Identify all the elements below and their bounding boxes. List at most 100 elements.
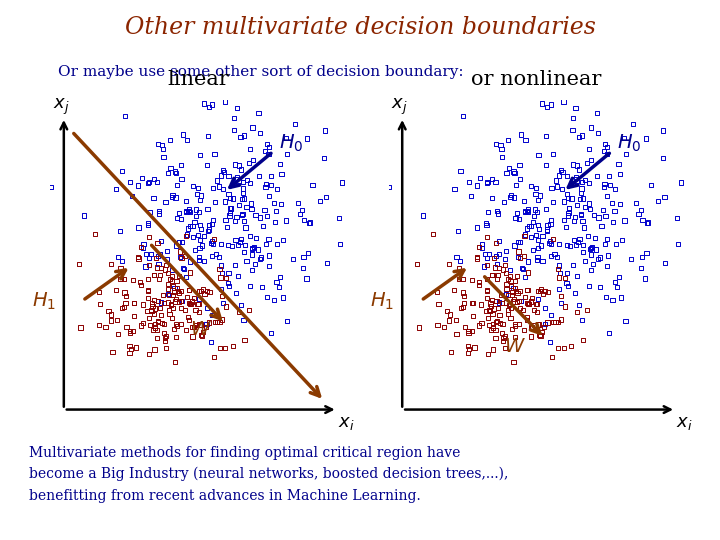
Point	[476, 240, 487, 248]
Point	[544, 237, 556, 246]
Point	[280, 134, 292, 143]
Point	[192, 300, 203, 308]
Point	[503, 275, 514, 284]
Point	[581, 158, 593, 167]
Point	[633, 210, 644, 219]
Point	[520, 136, 531, 144]
Point	[507, 287, 518, 296]
Point	[152, 239, 163, 248]
Point	[351, 116, 363, 124]
Point	[499, 332, 510, 340]
Point	[179, 265, 190, 274]
Point	[225, 209, 236, 218]
Point	[238, 184, 249, 193]
Point	[561, 241, 572, 249]
Point	[180, 326, 192, 334]
Point	[491, 275, 503, 284]
Point	[271, 185, 282, 193]
Point	[636, 253, 648, 262]
Point	[143, 294, 154, 302]
Point	[534, 320, 545, 329]
Point	[294, 210, 306, 219]
Point	[600, 293, 611, 301]
Point	[235, 234, 247, 243]
Point	[143, 274, 154, 283]
Point	[502, 309, 513, 318]
Point	[473, 243, 485, 252]
Point	[213, 182, 225, 191]
Point	[502, 306, 513, 315]
Point	[555, 315, 567, 324]
Point	[132, 223, 144, 232]
Point	[214, 343, 225, 352]
Point	[636, 216, 648, 225]
Point	[575, 211, 586, 220]
Point	[484, 306, 495, 314]
Point	[452, 226, 464, 235]
Point	[184, 208, 196, 217]
Point	[504, 299, 516, 308]
Point	[592, 171, 603, 180]
Point	[509, 321, 521, 330]
Point	[190, 211, 202, 220]
Point	[220, 197, 231, 206]
Point	[263, 234, 274, 243]
Point	[526, 294, 538, 302]
Point	[490, 318, 502, 326]
Point	[148, 310, 160, 319]
Point	[482, 178, 493, 186]
Point	[203, 102, 215, 111]
Point	[466, 327, 477, 335]
Point	[229, 261, 240, 269]
Point	[496, 152, 508, 161]
Point	[503, 301, 515, 309]
Point	[261, 240, 272, 249]
Point	[125, 327, 136, 335]
Point	[541, 318, 553, 327]
Point	[127, 192, 138, 200]
Point	[531, 208, 543, 217]
Point	[585, 266, 597, 275]
Point	[508, 357, 519, 366]
Point	[444, 310, 456, 319]
Point	[266, 181, 277, 190]
Point	[215, 285, 227, 294]
Point	[487, 295, 498, 304]
Point	[484, 249, 495, 258]
Point	[537, 256, 549, 265]
Point	[201, 320, 212, 328]
Point	[585, 245, 596, 253]
Point	[490, 334, 501, 342]
Point	[471, 254, 482, 263]
Point	[493, 237, 505, 245]
Point	[593, 213, 604, 222]
Point	[462, 341, 474, 350]
Point	[544, 338, 555, 347]
Point	[438, 322, 450, 331]
Point	[608, 206, 620, 215]
Point	[222, 172, 234, 180]
Point	[166, 299, 177, 308]
Point	[100, 322, 112, 331]
Point	[191, 205, 202, 214]
Point	[570, 241, 582, 249]
Point	[181, 232, 192, 240]
Point	[675, 178, 687, 187]
Point	[138, 244, 149, 253]
Point	[183, 224, 194, 233]
Point	[261, 140, 273, 149]
Point	[498, 265, 509, 274]
Point	[498, 198, 510, 206]
Point	[453, 275, 464, 284]
Point	[587, 242, 598, 251]
Point	[247, 156, 258, 164]
Point	[154, 303, 166, 312]
Point	[492, 207, 503, 215]
Point	[334, 240, 346, 249]
Point	[542, 221, 554, 230]
Point	[577, 247, 588, 256]
Point	[556, 185, 567, 193]
Point	[590, 245, 602, 254]
Point	[481, 294, 492, 302]
Point	[163, 306, 175, 315]
